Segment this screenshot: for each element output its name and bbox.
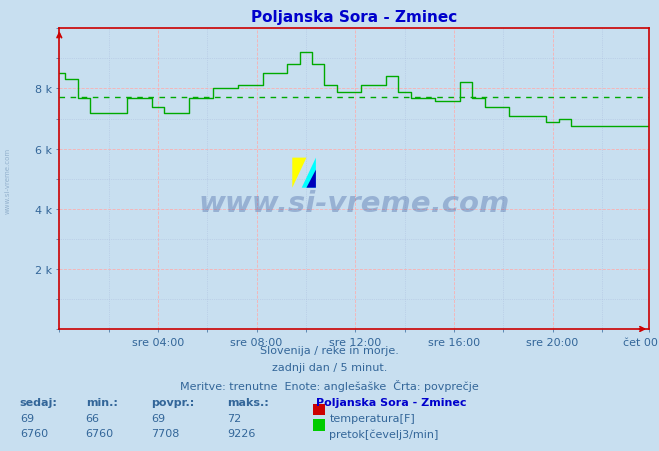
Text: 6760: 6760	[20, 428, 48, 438]
Text: 9226: 9226	[227, 428, 256, 438]
Text: povpr.:: povpr.:	[152, 397, 195, 407]
Text: Meritve: trenutne  Enote: anglešaške  Črta: povprečje: Meritve: trenutne Enote: anglešaške Črta…	[180, 379, 479, 391]
Text: 69: 69	[20, 413, 34, 423]
Text: zadnji dan / 5 minut.: zadnji dan / 5 minut.	[272, 362, 387, 372]
Text: 6760: 6760	[86, 428, 114, 438]
Text: 69: 69	[152, 413, 165, 423]
Text: sedaj:: sedaj:	[20, 397, 57, 407]
Text: www.si-vreme.com: www.si-vreme.com	[5, 147, 11, 213]
Text: 7708: 7708	[152, 428, 180, 438]
Polygon shape	[293, 158, 306, 188]
Text: 66: 66	[86, 413, 100, 423]
Title: Poljanska Sora - Zminec: Poljanska Sora - Zminec	[251, 10, 457, 25]
Text: 72: 72	[227, 413, 242, 423]
Polygon shape	[306, 170, 316, 188]
Text: maks.:: maks.:	[227, 397, 269, 407]
Text: www.si-vreme.com: www.si-vreme.com	[198, 189, 510, 217]
Polygon shape	[302, 158, 316, 188]
Text: pretok[čevelj3/min]: pretok[čevelj3/min]	[330, 428, 439, 439]
Text: Poljanska Sora - Zminec: Poljanska Sora - Zminec	[316, 397, 467, 407]
Text: temperatura[F]: temperatura[F]	[330, 413, 415, 423]
Text: min.:: min.:	[86, 397, 117, 407]
Text: Slovenija / reke in morje.: Slovenija / reke in morje.	[260, 345, 399, 355]
